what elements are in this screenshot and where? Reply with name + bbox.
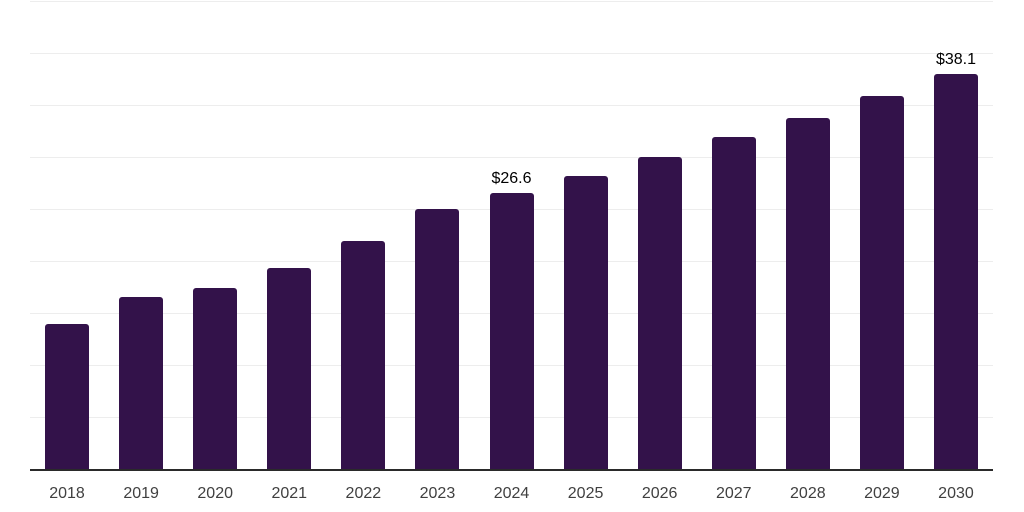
gridline [30, 53, 993, 55]
bars-row: $26.6 $38.1 [30, 0, 993, 470]
bar-column-2026 [623, 0, 697, 470]
x-tick-label-2029: 2029 [864, 485, 900, 502]
bar-2027 [711, 137, 756, 470]
gridline [30, 157, 993, 159]
bar-value-label-2030: $38.1 [935, 50, 976, 68]
bar-column-2030: $38.1 [919, 0, 993, 470]
bar-2022 [341, 241, 386, 470]
x-tick-label-2018: 2018 [49, 485, 85, 502]
x-tick-label-2025: 2025 [567, 485, 604, 502]
gridline [30, 105, 993, 107]
bar-2030: $38.1 [933, 51, 978, 470]
x-axis-tick-labels: 2018 2019 2020 2021 2022 2023 2024 2025 2026 2027… [30, 485, 993, 503]
x-tick-label-2026: 2026 [641, 485, 678, 502]
bar-2025 [563, 175, 608, 470]
bar-2023 [415, 209, 460, 470]
x-tick-label-2030: 2030 [938, 485, 974, 502]
bar-2020 [193, 288, 238, 470]
x-tick-label-2028: 2028 [790, 485, 826, 502]
x-tick-label-2019: 2019 [123, 485, 159, 502]
bar-column-2029 [845, 0, 919, 470]
bar-2024: $26.6 [489, 171, 534, 470]
x-tick-label-2027: 2027 [715, 485, 752, 502]
bar-column-2024: $26.6 [474, 0, 548, 470]
bar-column-2027 [697, 0, 771, 470]
bar-column-2023 [400, 0, 474, 470]
x-tick-label-2021: 2021 [271, 485, 308, 502]
x-tick-label-2024: 2024 [493, 485, 530, 502]
bar-column-2028 [771, 0, 845, 470]
bar-2026 [637, 157, 682, 470]
bar-2019 [119, 297, 164, 470]
bar-column-2020 [178, 0, 252, 470]
gridline [30, 1, 993, 3]
bar-2021 [267, 268, 312, 470]
x-tick-label-2023: 2023 [419, 485, 456, 502]
x-tick-label-2022: 2022 [345, 485, 382, 502]
plot-area: $26.6 $38.1 [30, 0, 993, 470]
bar-column-2021 [252, 0, 326, 470]
bar-column-2019 [104, 0, 178, 470]
bar-column-2022 [326, 0, 400, 470]
x-axis-line [30, 469, 993, 471]
bar-2018 [45, 324, 90, 470]
bar-column-2025 [549, 0, 623, 470]
bar-2029 [859, 95, 904, 470]
bar-value-label-2024: $26.6 [491, 170, 532, 188]
x-tick-label-2020: 2020 [197, 485, 233, 502]
bar-column-2018 [30, 0, 104, 470]
bar-2028 [785, 117, 830, 470]
